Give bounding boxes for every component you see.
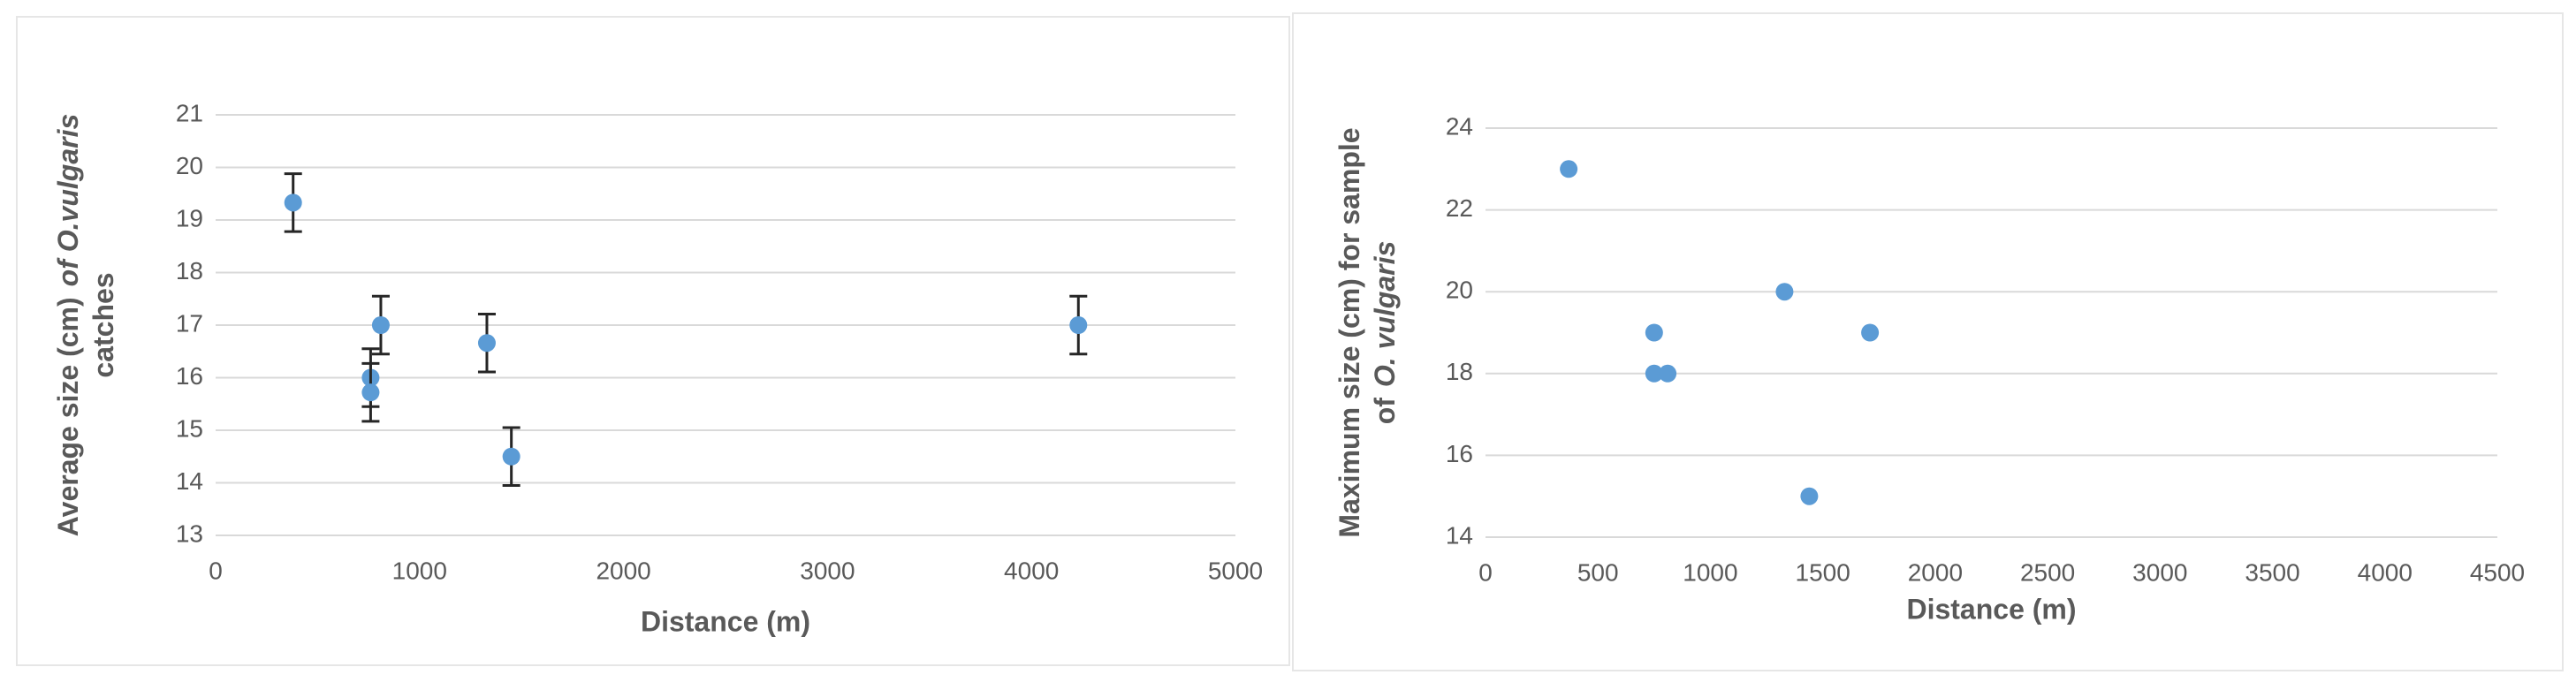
- y-axis-title-line: Average size (cm) of O.vulgaris: [52, 114, 84, 537]
- y-axis-title-part: of: [1369, 398, 1401, 425]
- x-tick-label: 2500: [2020, 558, 2075, 586]
- y-tick-label: 16: [176, 362, 203, 390]
- data-point: [1645, 323, 1663, 342]
- data-point: [1775, 283, 1794, 301]
- data-point: [1861, 323, 1880, 342]
- x-tick-label: 4000: [2358, 558, 2413, 586]
- x-tick-label: 1000: [1683, 558, 1737, 586]
- y-tick-label: 16: [1446, 440, 1473, 467]
- data-point: [284, 193, 302, 212]
- x-tick-label: 3500: [2245, 558, 2299, 586]
- y-tick-label: 14: [176, 467, 203, 495]
- x-tick-label: 4000: [1004, 557, 1059, 584]
- x-tick-label: 3000: [800, 557, 855, 584]
- x-tick-label: 5000: [1208, 557, 1263, 584]
- chart-frame: [1292, 12, 2564, 671]
- data-point: [1659, 364, 1677, 383]
- y-axis-title-part: Average size (cm): [52, 297, 84, 536]
- y-tick-label: 19: [176, 204, 203, 231]
- y-tick-label: 21: [176, 99, 203, 126]
- data-point: [1560, 160, 1578, 178]
- y-tick-label: 15: [176, 414, 203, 442]
- x-tick-label: 500: [1577, 558, 1619, 586]
- data-point: [1069, 316, 1088, 334]
- x-tick-label: 4500: [2470, 558, 2525, 586]
- x-tick-label: 1000: [392, 557, 447, 584]
- y-tick-label: 14: [1446, 521, 1473, 549]
- x-axis-title: Distance (m): [641, 605, 810, 637]
- data-point: [371, 316, 390, 334]
- data-point: [1800, 487, 1819, 505]
- y-tick-label: 20: [1446, 277, 1473, 304]
- x-tick-label: 1500: [1796, 558, 1850, 586]
- y-tick-label: 22: [1446, 194, 1473, 222]
- data-point: [477, 334, 496, 353]
- y-axis-title-part: O. vulgaris: [1369, 241, 1401, 387]
- x-tick-label: 0: [1478, 558, 1493, 586]
- x-tick-label: 2000: [1908, 558, 1963, 586]
- data-point: [502, 447, 521, 466]
- y-axis-title-line: catches: [87, 272, 119, 377]
- y-axis-title-line: Maximum size (cm) for sample: [1334, 127, 1365, 537]
- y-tick-label: 24: [1446, 112, 1473, 140]
- y-tick-label: 13: [176, 519, 203, 547]
- y-axis-title: Maximum size (cm) for sample of O. vulgari…: [1334, 127, 1401, 537]
- chart-frame: [16, 16, 1290, 666]
- y-axis-title-part: catches: [87, 272, 119, 377]
- y-tick-label: 18: [1446, 358, 1473, 385]
- x-axis-title: Distance (m): [1906, 593, 2076, 625]
- y-tick-label: 18: [176, 257, 203, 284]
- x-tick-label: 3000: [2132, 558, 2187, 586]
- x-tick-label: 2000: [596, 557, 650, 584]
- y-axis-title-part: Maximum size (cm) for sample: [1334, 127, 1365, 537]
- data-point: [1645, 364, 1663, 383]
- y-tick-label: 20: [176, 152, 203, 179]
- y-axis-title-line: of O. vulgaris: [1369, 241, 1401, 425]
- y-tick-label: 17: [176, 309, 203, 337]
- y-axis-title-part: of O.vulgaris: [52, 114, 84, 287]
- data-point: [361, 383, 380, 402]
- x-tick-label: 0: [209, 557, 223, 584]
